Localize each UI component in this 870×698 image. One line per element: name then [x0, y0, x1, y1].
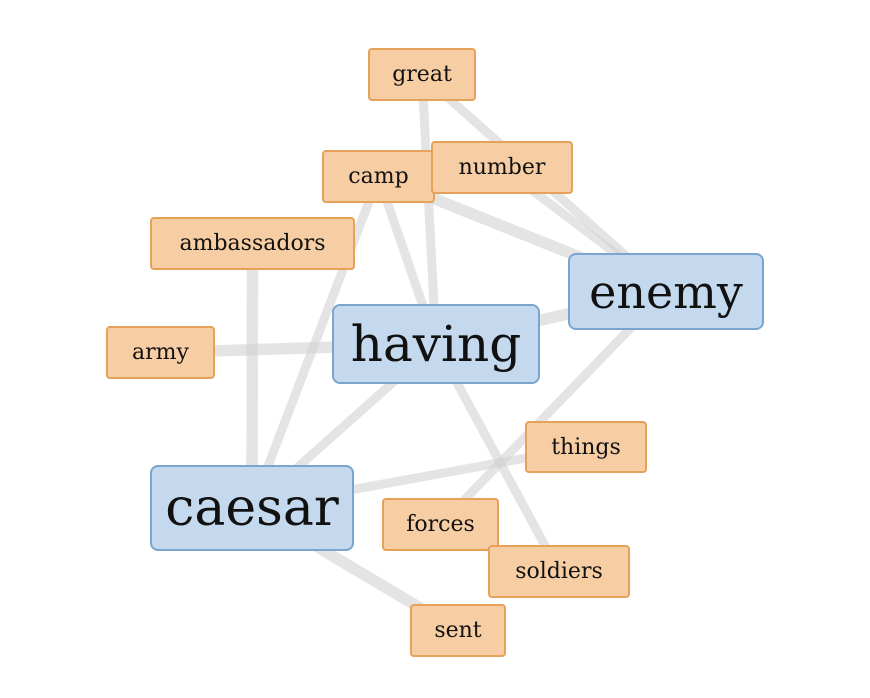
node-forces[interactable]: forces [382, 498, 499, 551]
node-number[interactable]: number [431, 141, 573, 194]
node-having[interactable]: having [332, 304, 540, 384]
edge-great-having [417, 74, 441, 345]
node-soldiers[interactable]: soldiers [488, 545, 630, 598]
node-enemy[interactable]: enemy [568, 253, 764, 330]
node-caesar[interactable]: caesar [150, 465, 354, 551]
node-army[interactable]: army [106, 326, 215, 379]
node-great[interactable]: great [368, 48, 476, 101]
node-camp[interactable]: camp [322, 150, 435, 203]
node-things[interactable]: things [525, 421, 647, 473]
edge-enemy-forces [437, 288, 670, 528]
node-sent[interactable]: sent [410, 604, 506, 657]
edge-ambassadors-caesar [246, 243, 259, 509]
node-ambassadors[interactable]: ambassadors [150, 217, 355, 270]
